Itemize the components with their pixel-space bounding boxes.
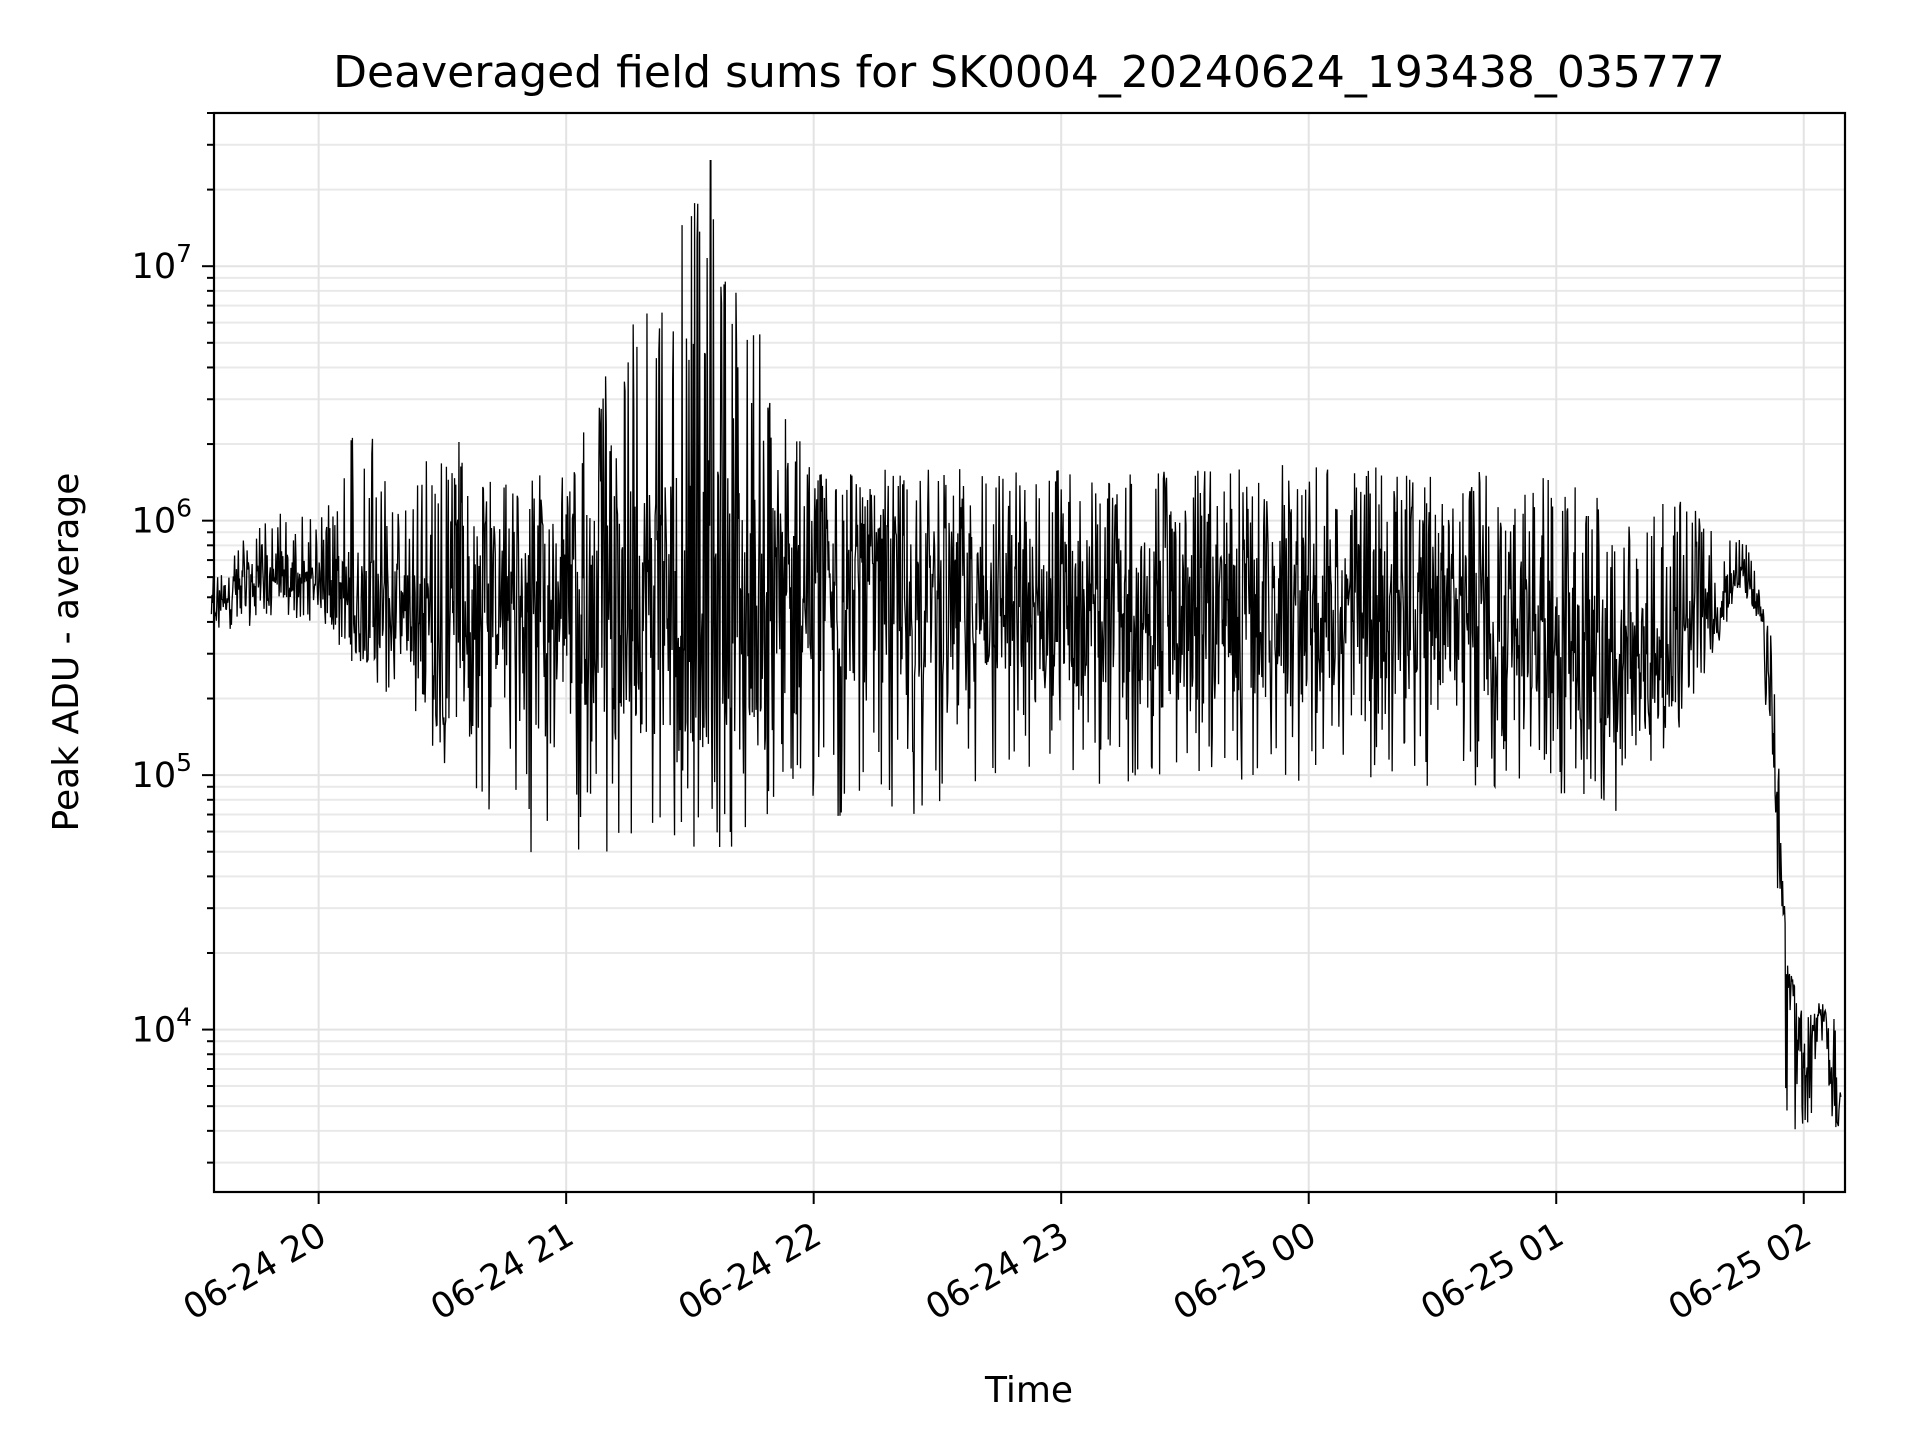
x-axis-label: Time <box>984 1370 1073 1411</box>
y-tick-label: 107 <box>132 239 192 287</box>
series-line <box>210 159 1842 1130</box>
y-tick-label: 104 <box>132 1003 192 1051</box>
y-tick-label: 106 <box>132 494 192 542</box>
y-tick-label: 105 <box>132 748 192 796</box>
y-axis-label: Peak ADU - average <box>46 473 87 832</box>
plot-frame <box>212 111 1847 1194</box>
chart-title: Deaveraged field sums for SK0004_2024062… <box>333 47 1725 98</box>
series-layer <box>210 159 1842 1130</box>
